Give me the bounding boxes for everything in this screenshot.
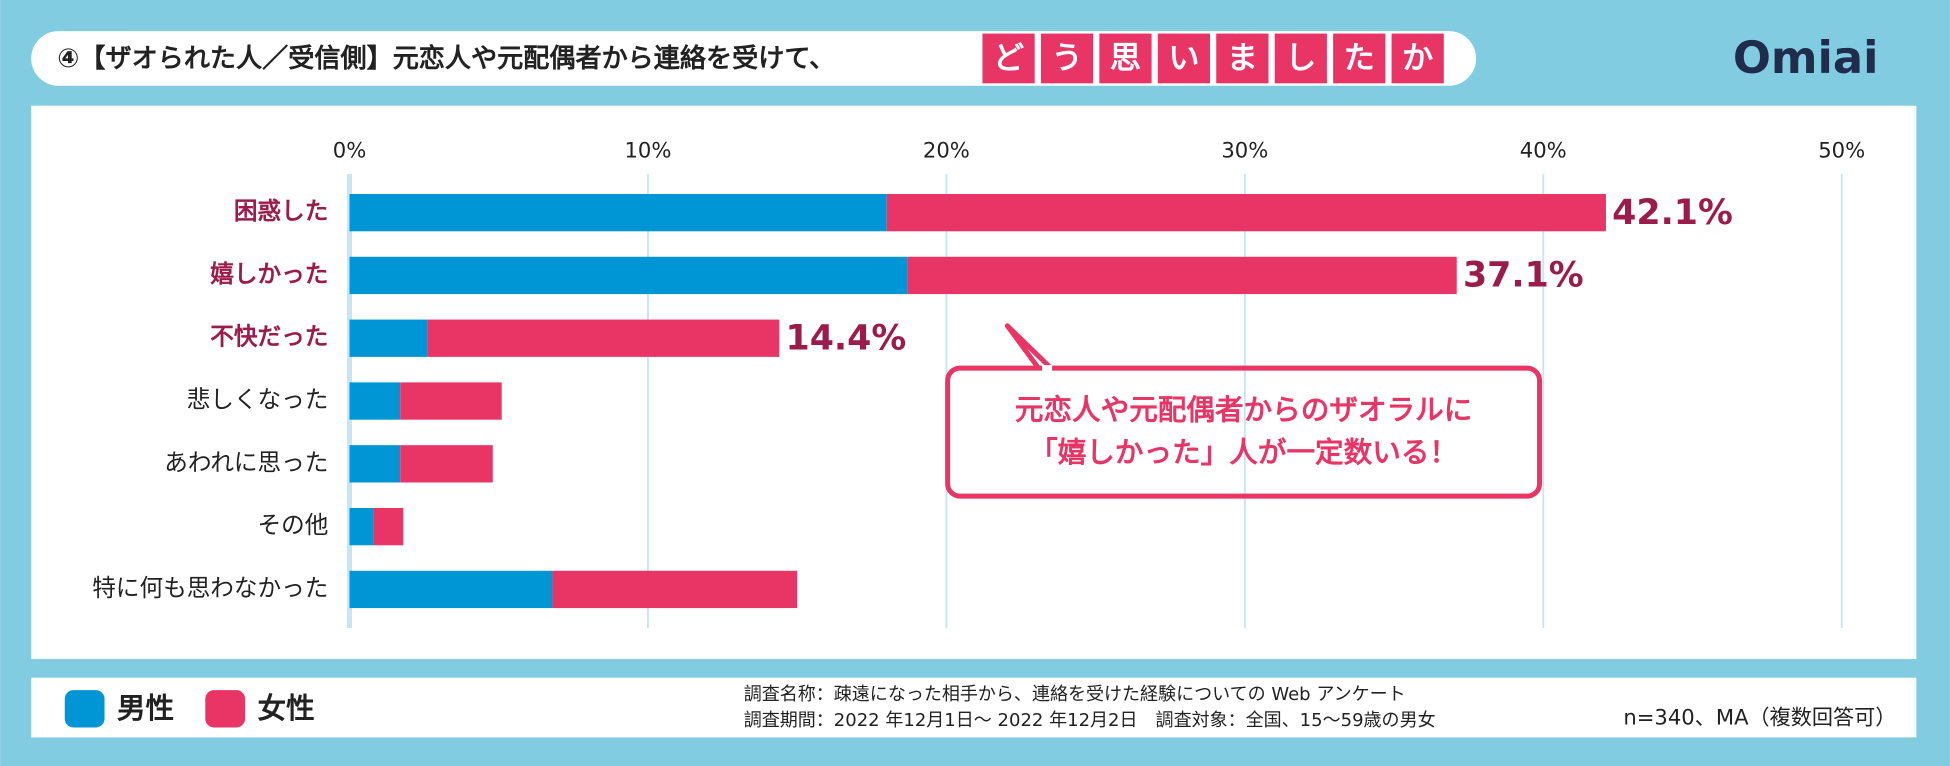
bar [552,570,798,609]
y-tick-label: 困惑した [234,197,328,225]
bar [349,382,401,420]
annotation: 「嬉しかった」人が一定数いる！ [1029,435,1458,469]
highlight-char: し [1285,41,1316,77]
bar [886,193,1606,232]
callout-box [945,365,1543,499]
highlight-box [1099,33,1152,84]
highlight-char: ど [993,41,1024,77]
legend: 男性 女性 [64,690,315,728]
highlight-box [1216,33,1269,84]
footer [31,677,1917,738]
y-tick-label: 嬉しかった [210,260,328,288]
x-tick-label: 50% [1818,138,1865,163]
plot: 0% 10% 20% 30% 40% 50% 困惑した 42.1% 嬉しかった 37.1% 不快だっ… [92,138,1865,628]
bar [427,319,780,357]
bar [400,382,502,420]
legend-label: 女性 [257,691,314,725]
callout-tail [1004,323,1053,370]
highlight-char: た [1344,41,1375,77]
highlight-box [1333,33,1386,84]
highlight-box [1157,33,1211,84]
bar [349,319,428,357]
callout: 元恋人や元配偶者からのザオラルに 「嬉しかった」人が一定数いる！ [945,323,1543,499]
x-tick-label: 0% [333,138,367,163]
y-tick-label: あわれに思った [164,448,328,476]
x-tick-label: 20% [923,138,970,163]
note: 調査名称：疎遠になった相手から、連絡を受けた経験についての Web アンケート [744,684,1406,705]
title: ④【ザオられた人／受信側】元恋人や元配偶者から連絡を受けて、 [57,43,835,74]
highlight-char: 思 [1110,41,1141,77]
highlight-box [1040,33,1094,84]
y-tick-label: 不快だった [210,323,328,351]
bar [349,507,374,546]
bar [400,445,493,483]
highlight-char: ま [1227,41,1258,77]
bar [373,507,404,546]
highlight-box [982,33,1035,84]
legend-label: 男性 [117,691,174,725]
bar [349,445,401,483]
annotation: 元恋人や元配偶者からのザオラルに [1015,393,1473,427]
x-tick-label: 30% [1221,138,1268,163]
legend-swatch [205,690,246,728]
y-tick-label: 悲しくなった [187,386,329,414]
highlight-char: う [1051,41,1082,77]
bar [907,256,1457,295]
x-tick-label: 40% [1520,138,1567,163]
note: 調査期間：2022 年12月1日～ 2022 年12月2日 調査対象：全国、15… [744,710,1436,731]
x-tick-label: 10% [624,138,671,163]
highlight-char: い [1168,41,1199,77]
sample-note: n=340、MA（複数回答可） [1623,705,1896,730]
logo: Omiai [1733,31,1879,84]
y-tick-label: その他 [258,511,329,539]
legend-swatch [64,690,105,728]
bar [349,570,553,609]
highlight-box [1274,33,1327,84]
highlight-box [1391,33,1444,84]
bar [349,193,887,232]
title-highlight: どう思いましたか [982,33,1444,84]
total-label: 42.1% [1612,193,1733,233]
total-label: 37.1% [1463,256,1584,296]
bar [349,256,908,295]
highlight-char: か [1402,41,1433,77]
y-tick-label: 特に何も思わなかった [92,574,328,602]
total-label: 14.4% [785,318,906,358]
